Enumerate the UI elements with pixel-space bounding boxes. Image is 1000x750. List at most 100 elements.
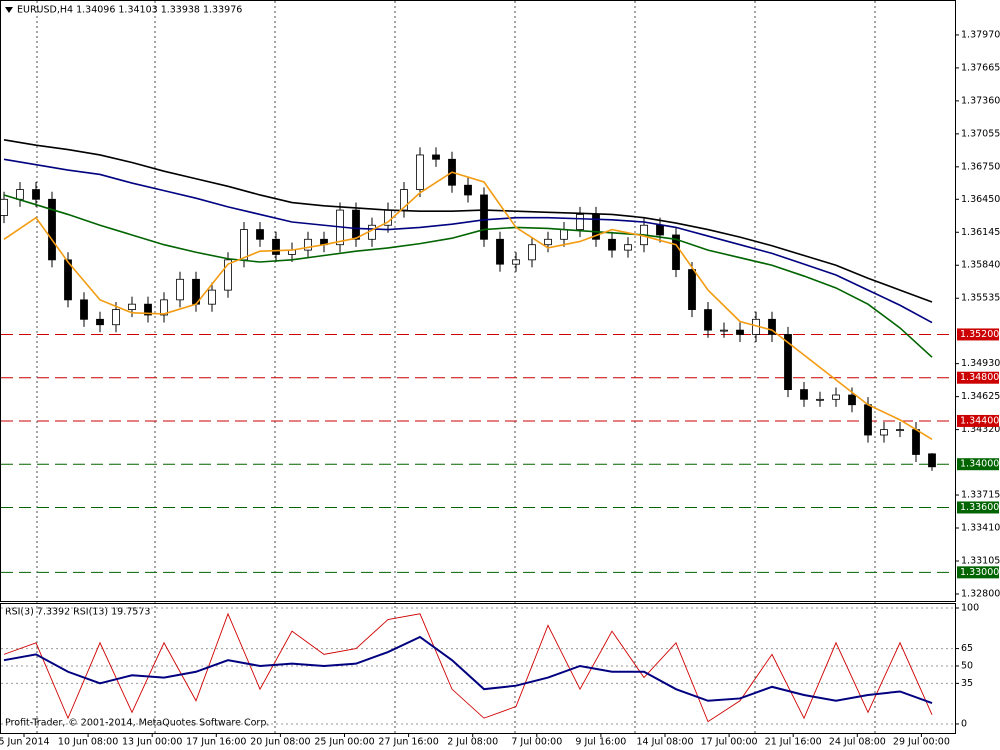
candle-body: [64, 259, 72, 301]
candle-body: [160, 299, 168, 316]
x-tick-label: 25 Jun 00:00: [314, 737, 374, 748]
candle-body: [416, 154, 424, 190]
x-tick-label: 17 Jun 16:00: [186, 737, 246, 748]
menu-icon[interactable]: [5, 7, 13, 13]
rsi-panel: [0, 603, 956, 734]
candle-body: [528, 244, 536, 261]
candle-body: [80, 299, 88, 320]
candle-body: [896, 429, 904, 432]
candle-body: [608, 238, 616, 251]
candle-body: [544, 238, 552, 246]
candle-body: [848, 394, 856, 406]
candle-body: [912, 429, 920, 455]
x-tick-label: 5 Jun 2014: [0, 737, 50, 748]
candle-body: [304, 238, 312, 251]
candle-body: [560, 229, 568, 240]
candle-body: [272, 238, 280, 255]
x-tick-label: 24 Jul 08:00: [829, 737, 886, 748]
x-tick-label: 27 Jun 16:00: [378, 737, 438, 748]
moving-average: [3, 171, 933, 441]
y-tick-label: 1.33410: [961, 523, 1000, 534]
x-tick-label: 21 Jul 16:00: [765, 737, 822, 748]
candle-body: [512, 259, 520, 265]
moving-average: [3, 158, 933, 324]
level-label: 1.34000: [960, 459, 999, 470]
level-box: [957, 328, 999, 341]
candle-body: [880, 429, 888, 436]
candle-body: [0, 198, 8, 216]
candle-body: [800, 389, 808, 400]
level-box: [957, 566, 999, 579]
price-panel: [0, 0, 956, 602]
y-tick-label: 100: [961, 602, 979, 613]
candle-body: [720, 329, 728, 332]
moving-average: [3, 194, 933, 358]
candle-body: [656, 224, 664, 236]
level-label: 1.35200: [960, 329, 999, 340]
x-tick-label: 17 Jul 00:00: [701, 737, 758, 748]
y-tick-label: 1.34930: [961, 358, 1000, 369]
y-tick-label: 1.36750: [961, 161, 1000, 172]
level-box: [957, 501, 999, 514]
y-tick-label: 1.37055: [961, 128, 1000, 139]
x-tick-label: 2 Jul 08:00: [447, 737, 498, 748]
candle-body: [96, 318, 104, 326]
candle-body: [256, 229, 264, 240]
x-tick-label: 9 Jul 16:00: [575, 737, 626, 748]
candle-body: [16, 189, 24, 200]
y-tick-label: 1.37970: [961, 29, 1000, 40]
level-label: 1.33600: [960, 502, 999, 513]
rsi-line: [3, 612, 933, 723]
x-tick-label: 14 Jul 08:00: [637, 737, 694, 748]
candle-body: [112, 309, 120, 326]
level-box: [957, 414, 999, 427]
y-tick-label: 65: [961, 643, 973, 654]
candle-body: [176, 278, 184, 301]
candle-body: [864, 404, 872, 436]
candle-body: [496, 238, 504, 265]
candle-body: [464, 184, 472, 196]
candle-body: [688, 269, 696, 310]
candle-body: [32, 189, 40, 200]
candle-body: [224, 259, 232, 291]
x-tick-label: 7 Jul 00:00: [511, 737, 562, 748]
x-tick-label: 29 Jul 00:00: [893, 737, 950, 748]
chart-title: EURUSD,H4 1.34096 1.34103 1.33938 1.3397…: [17, 5, 242, 16]
footer: Profit-Trader, © 2001-2014, MetaQuotes S…: [5, 718, 269, 729]
candle-body: [704, 309, 712, 331]
rsi-line: [3, 635, 933, 705]
candle-body: [736, 329, 744, 335]
x-tick-label: 13 Jun 00:00: [122, 737, 182, 748]
candle-body: [48, 198, 56, 261]
candle-body: [128, 303, 136, 310]
y-tick-label: 50: [961, 660, 973, 671]
candle-body: [352, 209, 360, 240]
candle-body: [240, 229, 248, 261]
candle-body: [480, 194, 488, 240]
candle-body: [208, 289, 216, 305]
y-tick-label: 1.37665: [961, 62, 1000, 73]
candle-body: [432, 154, 440, 160]
moving-average: [3, 139, 933, 303]
level-label: 1.34400: [960, 415, 999, 426]
y-tick-label: 1.33715: [961, 490, 1000, 501]
candle-body: [144, 303, 152, 316]
x-tick-label: 10 Jun 08:00: [58, 737, 118, 748]
candle-body: [784, 334, 792, 391]
level-box: [957, 371, 999, 384]
y-tick-label: 1.35535: [961, 293, 1000, 304]
candle-body: [368, 224, 376, 240]
candle-body: [576, 214, 584, 230]
candle-body: [832, 394, 840, 400]
level-label: 1.34800: [960, 372, 999, 383]
level-label: 1.33000: [960, 567, 999, 578]
candle-body: [928, 453, 936, 468]
y-tick-label: 1.33105: [961, 555, 1000, 566]
y-tick-label: 1.37360: [961, 95, 1000, 106]
y-tick-label: 1.34320: [961, 424, 1000, 435]
y-tick-label: 0: [961, 718, 967, 729]
y-tick-label: 35: [961, 678, 973, 689]
y-tick-label: 1.34625: [961, 391, 1000, 402]
candle-body: [816, 398, 824, 401]
